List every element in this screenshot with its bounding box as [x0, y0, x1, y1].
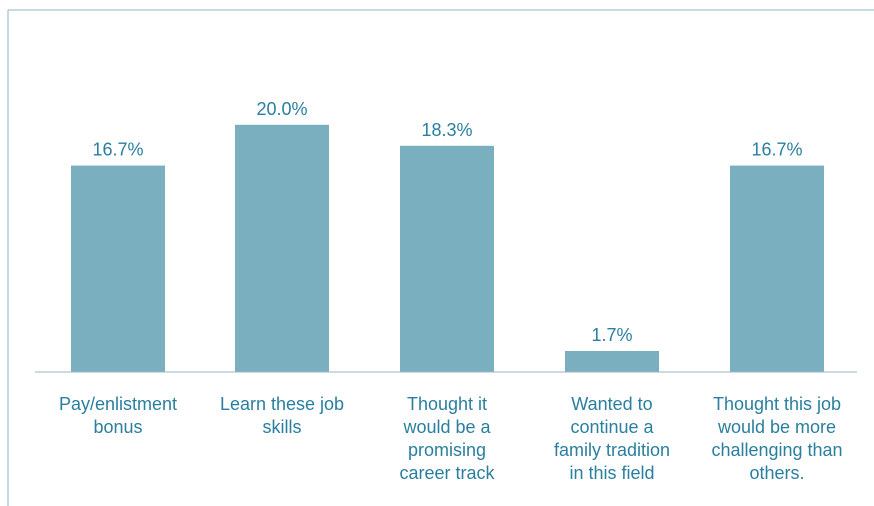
data-label-3: 18.3%	[421, 120, 472, 140]
bar-2	[235, 124, 329, 372]
category-label-line: others.	[749, 463, 804, 483]
category-label-line: in this field	[569, 463, 654, 483]
bar-1	[71, 165, 165, 372]
category-label-3: Thought it would be a promising career trac…	[399, 394, 495, 483]
category-label-5: Thought this job would be more challenging…	[711, 394, 842, 483]
category-label-line: Thought it	[407, 394, 487, 414]
category-label-line: skills	[263, 417, 302, 437]
data-label-4: 1.7%	[591, 325, 632, 345]
category-label-line: would be a	[402, 417, 491, 437]
category-label-line: family tradition	[554, 440, 670, 460]
category-label-line: Learn these job	[220, 394, 344, 414]
category-label-line: continue a	[570, 417, 654, 437]
data-label-2: 20.0%	[256, 99, 307, 119]
category-label-line: Pay/enlistment	[59, 394, 177, 414]
category-label-line: Wanted to	[571, 394, 652, 414]
bar-5	[730, 165, 824, 372]
category-label-2: Learn these job skills	[220, 394, 344, 437]
bar-3	[400, 145, 494, 372]
data-label-1: 16.7%	[92, 140, 143, 160]
data-label-5: 16.7%	[751, 140, 802, 160]
bar-plot: 16.7% Pay/enlistment bonus 20.0% Learn these…	[59, 99, 843, 483]
category-label-line: promising	[408, 440, 486, 460]
category-label-line: challenging than	[711, 440, 842, 460]
category-label-line: would be more	[717, 417, 836, 437]
category-label-4: Wanted to continue a family tradition in th…	[554, 394, 670, 483]
category-label-line: career track	[399, 463, 495, 483]
category-label-line: bonus	[93, 417, 142, 437]
category-label-1: Pay/enlistment bonus	[59, 394, 177, 437]
category-label-line: Thought this job	[713, 394, 841, 414]
bar-4	[565, 350, 659, 372]
